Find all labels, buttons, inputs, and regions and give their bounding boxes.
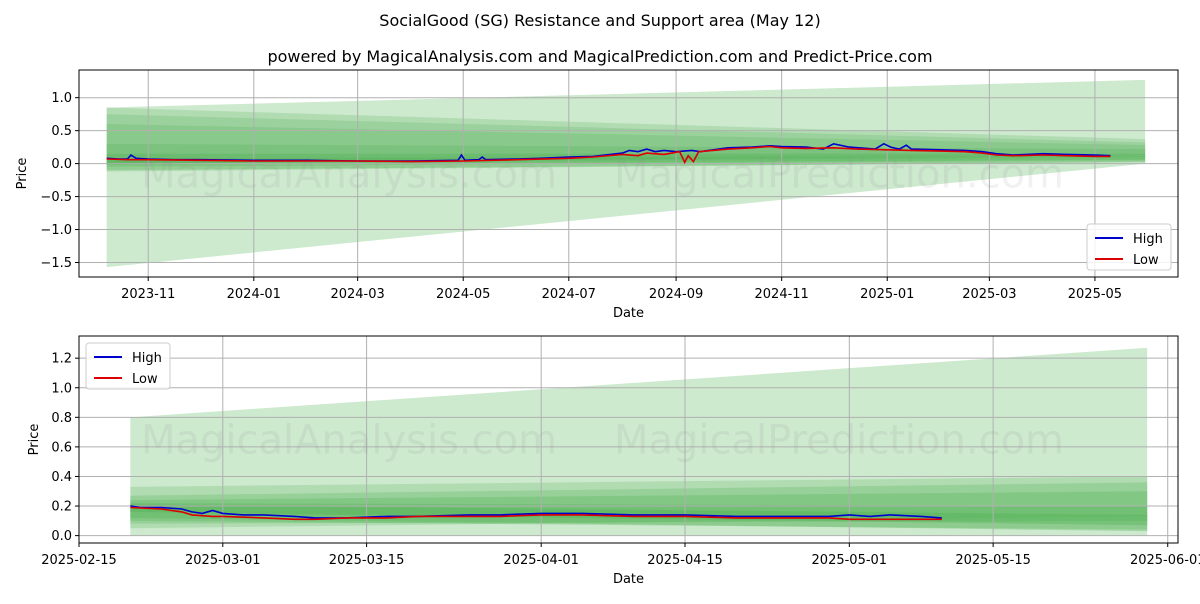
x-tick-label: 2025-01 <box>860 287 914 302</box>
x-tick-label: 2025-05 <box>1068 287 1122 302</box>
y-tick-label: 0.2 <box>51 500 72 515</box>
forecast-band-2 <box>106 114 1146 164</box>
series-line-low <box>106 145 1111 165</box>
legend-label-high: High <box>1133 232 1163 247</box>
y-tick-label: 1.0 <box>51 381 72 396</box>
series-line-low <box>130 506 942 521</box>
y-tick-label: 0.0 <box>51 157 72 172</box>
y-tick-label: −0.5 <box>40 190 72 205</box>
chart-panel-top: MagicalAnalysis.com MagicalPrediction.com… <box>15 69 1179 321</box>
x-tick-label: 2024-01 <box>227 287 281 302</box>
x-tick-label: 2025-02-15 <box>41 553 117 568</box>
x-tick-label: 2025-03-01 <box>185 553 261 568</box>
forecast-band-0 <box>130 347 1148 536</box>
y-tick-label: 0.4 <box>51 470 72 485</box>
y-tick-label: 0.0 <box>51 529 72 544</box>
x-tick-label: 2025-03 <box>962 287 1016 302</box>
x-tick-label: 2025-06-01 <box>1130 553 1200 568</box>
legend: High Low <box>85 342 171 390</box>
y-tick-label: −1.5 <box>40 256 72 271</box>
y-tick-label: 0.5 <box>51 124 72 139</box>
x-tick-label: 2025-05-15 <box>955 553 1031 568</box>
forecast-band-0 <box>106 79 1146 268</box>
x-tick-label: 2024-05 <box>436 287 490 302</box>
x-tick-label: 2023-11 <box>121 287 175 302</box>
y-tick-label: 1.0 <box>51 91 72 106</box>
x-axis-label: Date <box>613 306 644 321</box>
y-axis-label: Price <box>27 424 42 456</box>
x-tick-label: 2025-03-15 <box>329 553 405 568</box>
x-axis-label: Date <box>613 572 644 587</box>
y-tick-label: −1.0 <box>40 223 72 238</box>
forecast-band-2 <box>130 482 1148 524</box>
forecast-band-6 <box>106 155 1146 165</box>
chart-panel-bottom: MagicalAnalysis.com MagicalPrediction.com… <box>27 335 1200 587</box>
x-tick-label: 2024-03 <box>330 287 384 302</box>
legend-label-high: High <box>132 351 162 366</box>
y-tick-label: 0.8 <box>51 411 72 426</box>
x-tick-label: 2024-09 <box>649 287 703 302</box>
forecast-band-5 <box>106 153 1146 171</box>
watermark-text: MagicalAnalysis.com <box>141 418 557 464</box>
y-tick-label: 1.2 <box>51 352 72 367</box>
chart-subtitle: powered by MagicalAnalysis.com and Magic… <box>267 47 932 66</box>
x-tick-label: 2024-11 <box>755 287 809 302</box>
x-tick-label: 2025-04-01 <box>503 553 579 568</box>
chart-title: SocialGood (SG) Resistance and Support a… <box>379 11 820 30</box>
watermark-text: MagicalAnalysis.com <box>141 152 557 198</box>
series-lines <box>106 142 1111 165</box>
watermark-text: MagicalPrediction.com <box>614 152 1064 198</box>
x-tick-label: 2025-05-01 <box>812 553 888 568</box>
y-axis-label: Price <box>15 158 30 190</box>
plot-frame <box>78 335 1179 544</box>
series-lines <box>130 505 942 521</box>
x-tick-label: 2024-07 <box>542 287 596 302</box>
watermark-text: MagicalPrediction.com <box>614 418 1064 464</box>
plot-frame <box>78 69 1179 278</box>
legend-label-low: Low <box>1133 253 1159 268</box>
legend-label-low: Low <box>132 372 158 387</box>
y-tick-label: 0.6 <box>51 440 72 455</box>
x-tick-label: 2025-04-15 <box>647 553 723 568</box>
forecast-band-3 <box>106 124 1146 172</box>
legend: High Low <box>1086 223 1172 271</box>
